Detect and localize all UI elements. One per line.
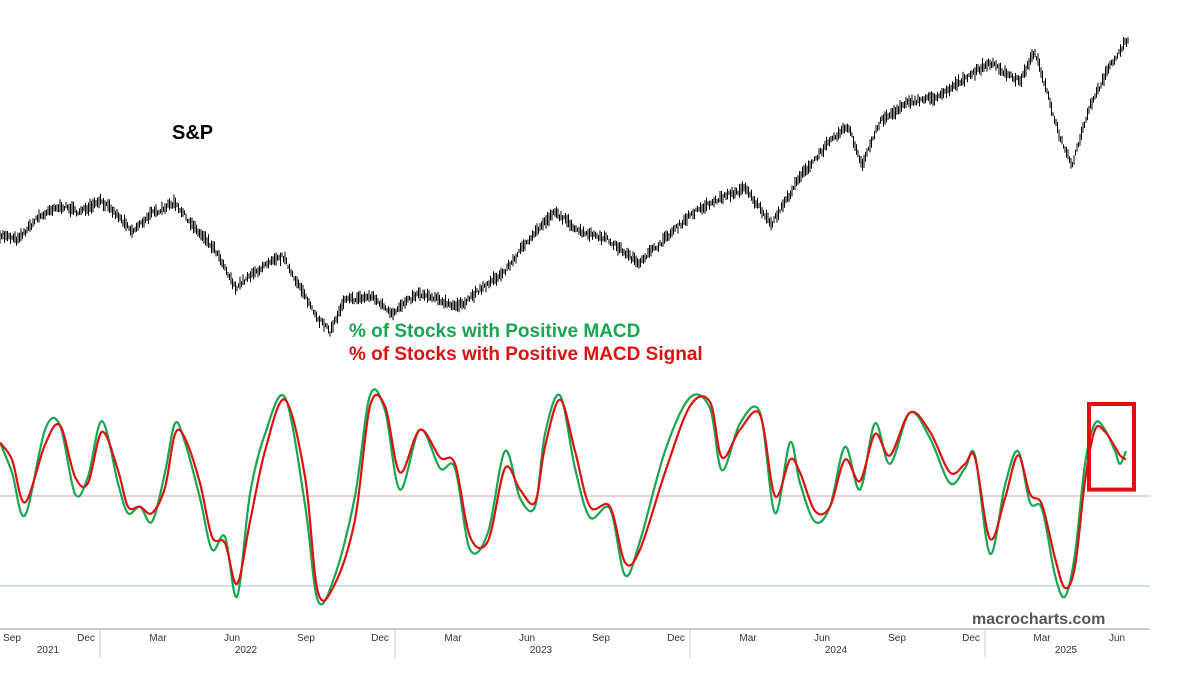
x-axis: Sep Dec Mar Jun Sep Dec Mar Jun Sep Dec Mar Jun Sep D…: [3, 629, 1125, 658]
highlight-box: [1087, 402, 1136, 492]
x-tick-label: Dec: [962, 633, 980, 644]
x-tick-label: Sep: [297, 633, 315, 644]
legend-macd: % of Stocks with Positive MACD: [349, 321, 640, 342]
x-tick-label: Mar: [444, 633, 462, 644]
sp-price-line: [0, 37, 1129, 337]
x-year-label: 2021: [37, 645, 60, 656]
macd-signal-line: [0, 393, 1127, 602]
x-tick-label: Jun: [519, 633, 535, 644]
x-tick-label: Mar: [149, 633, 167, 644]
x-tick-label: Dec: [371, 633, 389, 644]
x-tick-label: Sep: [888, 633, 906, 644]
x-tick-label: Dec: [77, 633, 95, 644]
x-tick-label: Jun: [224, 633, 240, 644]
x-tick-label: Jun: [814, 633, 830, 644]
sp-title: S&P: [172, 122, 213, 144]
x-tick-label: Jun: [1109, 633, 1125, 644]
annotation-layer: [1087, 402, 1136, 492]
x-tick-label: Dec: [667, 633, 685, 644]
x-tick-label: Sep: [592, 633, 610, 644]
x-year-label: 2023: [530, 645, 553, 656]
sp-price-panel: [0, 37, 1129, 337]
legend-macd-signal: % of Stocks with Positive MACD Signal: [349, 344, 703, 365]
x-tick-label: Sep: [3, 633, 21, 644]
watermark: macrocharts.com: [972, 611, 1105, 628]
x-year-label: 2024: [825, 645, 848, 656]
x-tick-label: Mar: [739, 633, 757, 644]
macd-breadth-panel: [0, 388, 1150, 606]
x-year-label: 2022: [235, 645, 258, 656]
x-year-label: 2025: [1055, 645, 1078, 656]
x-tick-label: Mar: [1033, 633, 1051, 644]
macd-line: [0, 388, 1128, 606]
